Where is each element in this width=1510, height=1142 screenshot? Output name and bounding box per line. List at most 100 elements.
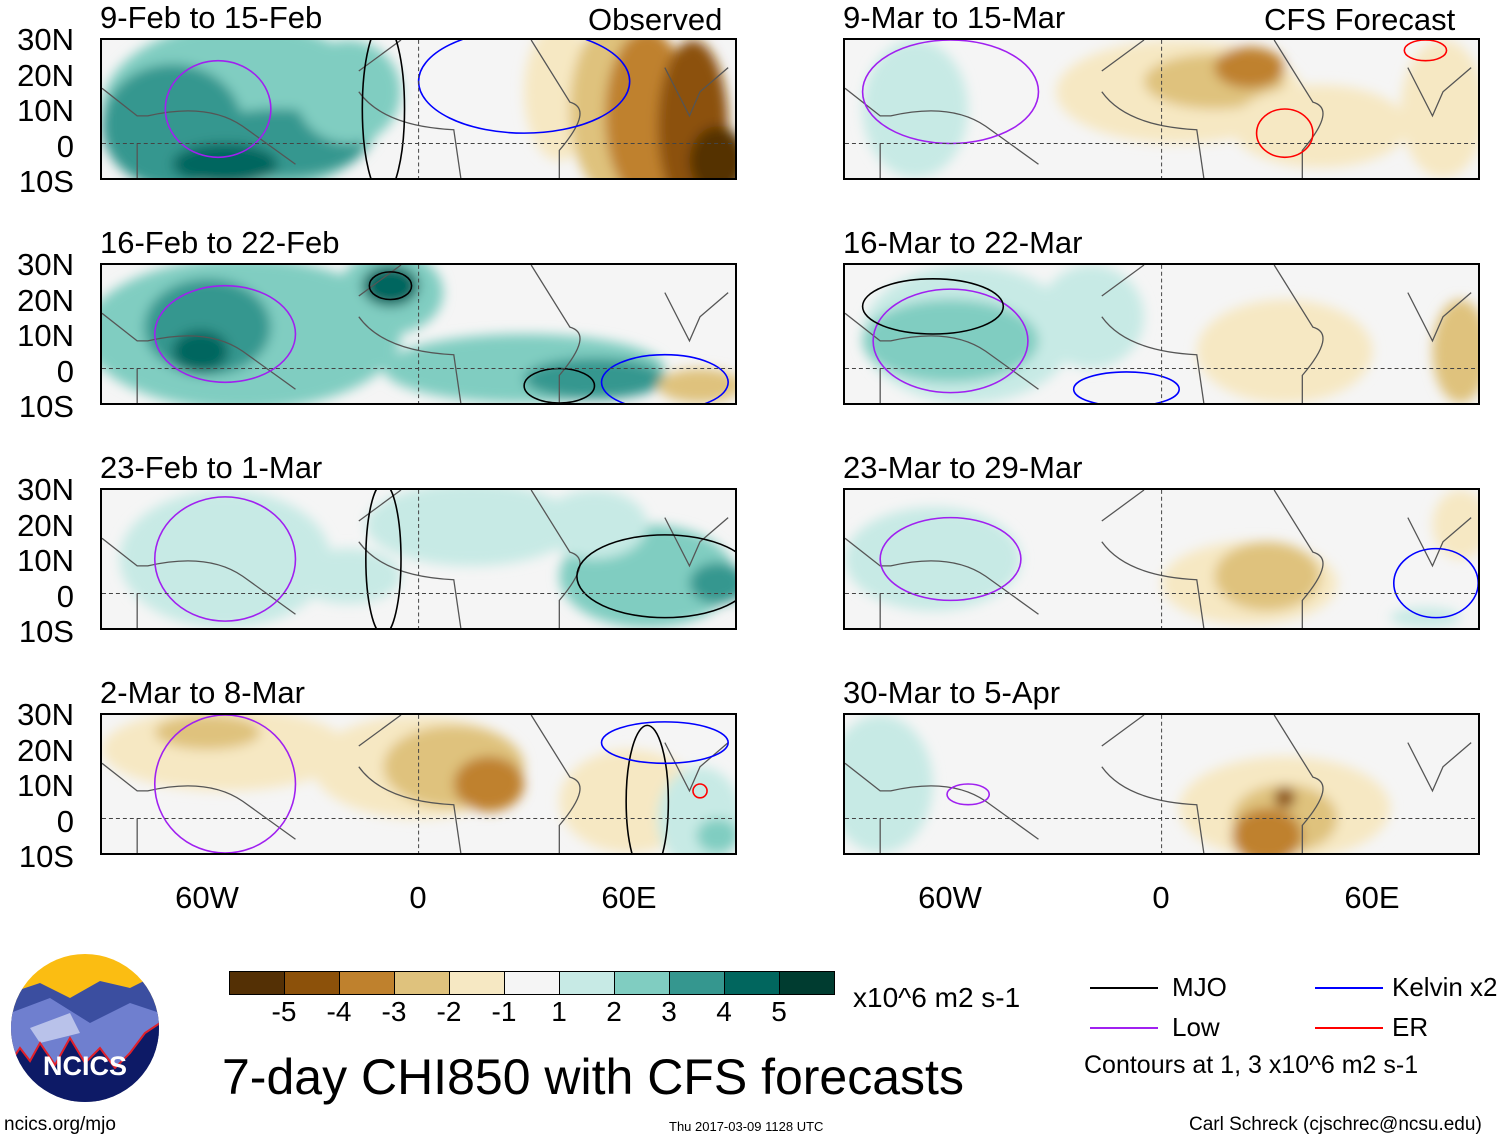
anomaly-shading <box>1390 607 1461 628</box>
anomaly-shading <box>845 715 933 853</box>
anomaly-shading <box>172 143 278 178</box>
svg-text:NCICS: NCICS <box>43 1051 127 1081</box>
colorbar <box>229 971 835 995</box>
anomaly-shading <box>657 368 735 403</box>
lat-tick: 0 <box>56 353 74 389</box>
map-panel <box>843 713 1480 855</box>
contour-line <box>625 724 670 853</box>
contour-line <box>600 353 729 403</box>
contour-line <box>879 516 1022 602</box>
map-panel <box>843 488 1480 630</box>
panel-title: 9-Feb to 15-Feb <box>100 0 323 35</box>
anomaly-shading <box>1432 299 1478 403</box>
colorbar-swatch <box>230 972 285 994</box>
colorbar-label: 3 <box>661 996 677 1027</box>
contour-line <box>946 783 991 806</box>
lon-tick: 60W <box>918 880 982 915</box>
lat-tick: 10N <box>17 318 74 353</box>
map-panel <box>100 713 737 855</box>
lat-tick: 10N <box>17 93 74 128</box>
anomaly-shading <box>295 40 402 144</box>
lon-tick: 60E <box>1344 880 1400 915</box>
colorbar-swatch <box>780 972 834 994</box>
panel-title: 16-Feb to 22-Feb <box>100 225 340 260</box>
anomaly-shading <box>1274 787 1296 809</box>
lon-tick: 60W <box>175 880 239 915</box>
anomaly-shading <box>862 40 969 178</box>
contour-line <box>164 59 272 159</box>
contour-line <box>872 288 1029 394</box>
lat-tick: 10N <box>17 543 74 578</box>
contour-line <box>692 783 708 799</box>
anomaly-shading <box>172 330 229 372</box>
coastline <box>845 40 1472 178</box>
lat-tick: 20N <box>17 57 74 93</box>
contour-line <box>153 715 297 853</box>
contour-line <box>361 40 406 178</box>
coastline <box>845 715 1472 853</box>
lon-tick: 0 <box>1152 880 1170 915</box>
anomaly-shading <box>1214 541 1320 611</box>
colorbar-label: 2 <box>606 996 622 1027</box>
colorbar-units: x10^6 m2 s-1 <box>853 982 1021 1013</box>
map-panel <box>100 38 737 180</box>
contour-line <box>153 284 297 384</box>
coastline <box>102 715 729 853</box>
legend-low: Low <box>1172 1012 1220 1042</box>
anomaly-shading <box>1400 40 1478 178</box>
footer-timestamp: Thu 2017-03-09 1128 UTC <box>669 1119 824 1134</box>
contour-line <box>600 721 729 765</box>
anomaly-shading <box>689 126 735 178</box>
map-panel <box>843 263 1480 405</box>
colorbar-swatch <box>505 972 560 994</box>
footer-url: ncics.org/mjo <box>4 1114 116 1135</box>
coastline <box>102 265 729 403</box>
contours-note: Contours at 1, 3 x10^6 m2 s-1 <box>1084 1051 1419 1079</box>
colorbar-label: -3 <box>381 996 407 1027</box>
colorbar-swatch <box>395 972 450 994</box>
colorbar-label: 5 <box>771 996 787 1027</box>
anomaly-shading <box>453 756 525 812</box>
anomaly-shading <box>1196 299 1373 403</box>
coastline <box>845 265 1472 403</box>
er-legend-line <box>1315 1027 1383 1029</box>
colorbar-swatch <box>285 972 340 994</box>
panel-title: 30-Mar to 5-Apr <box>843 675 1061 710</box>
lat-tick: 30N <box>17 697 74 732</box>
kelvin-legend-line <box>1315 987 1383 989</box>
anomaly-shading <box>845 507 1021 611</box>
colorbar-swatch <box>615 972 670 994</box>
contour-line <box>368 271 413 301</box>
anomaly-shading <box>696 818 735 853</box>
map-panel <box>100 263 737 405</box>
colorbar-label: -4 <box>326 996 352 1027</box>
observed-label: Observed <box>588 2 723 37</box>
footer-author: Carl Schreck (cjschrec@ncsu.edu) <box>1189 1114 1482 1135</box>
lat-tick: 10S <box>18 389 74 424</box>
contour-line <box>576 534 735 619</box>
colorbar-swatch <box>725 972 780 994</box>
lon-tick: 0 <box>409 880 427 915</box>
anomaly-shading <box>1214 46 1285 89</box>
lat-tick: 30N <box>17 472 74 507</box>
lat-tick: 0 <box>56 128 74 164</box>
figure-title: 7-day CHI850 with CFS forecasts <box>222 1049 964 1105</box>
contour-line <box>1072 371 1180 403</box>
anomaly-shading <box>1038 265 1145 369</box>
contour-line <box>153 496 297 622</box>
colorbar-label: 4 <box>716 996 732 1027</box>
colorbar-label: 1 <box>551 996 567 1027</box>
legend-mjo: MJO <box>1172 972 1227 1002</box>
panel-title: 9-Mar to 15-Mar <box>843 0 1066 35</box>
lat-tick: 10S <box>18 614 74 649</box>
panel-title: 23-Mar to 29-Mar <box>843 450 1083 485</box>
colorbar-swatch <box>670 972 725 994</box>
lat-tick: 20N <box>17 732 74 768</box>
lat-tick: 0 <box>56 803 74 839</box>
mjo-legend-line <box>1090 987 1158 989</box>
lat-tick: 0 <box>56 578 74 614</box>
low-legend-line <box>1090 1027 1158 1029</box>
contour-line <box>1255 108 1314 159</box>
lat-tick: 10S <box>18 839 74 874</box>
